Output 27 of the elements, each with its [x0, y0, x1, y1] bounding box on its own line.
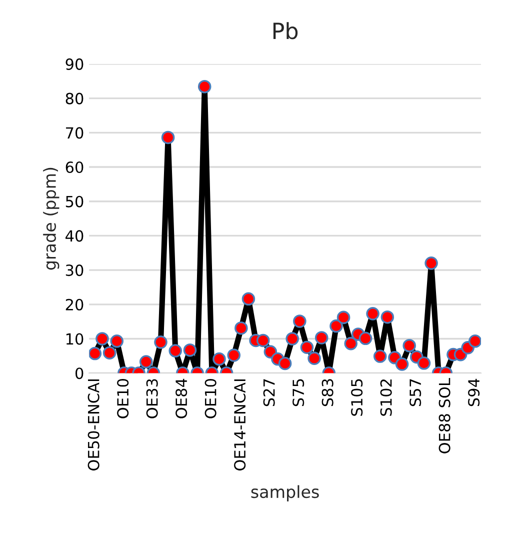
x-tick-label: S57: [410, 379, 422, 406]
x-tick-label: S27: [263, 379, 275, 406]
x-tick-label: S83: [322, 379, 334, 406]
x-tick-label: S75: [292, 379, 304, 406]
y-axis-title: grade (ppm): [43, 168, 60, 270]
x-axis-title: samples: [251, 485, 319, 502]
x-tick-label: OE50-ENCAI: [88, 379, 100, 470]
y-tick-label: 90: [66, 58, 84, 70]
x-tick-label: S105: [351, 379, 363, 416]
y-tick-label: 40: [66, 230, 84, 242]
x-tick-label: OE10: [117, 378, 129, 418]
y-tick-label: 10: [66, 333, 84, 345]
x-tick-label: S102: [380, 379, 392, 416]
y-tick-label: 20: [66, 298, 84, 310]
x-tick-label: OE84: [176, 378, 188, 418]
chart-title: Pb: [273, 22, 298, 40]
y-tick-label: 0: [76, 368, 84, 380]
y-tick-label: 80: [66, 92, 84, 104]
y-tick-label: 30: [66, 264, 84, 276]
x-tick-label: OE88 SOL: [438, 378, 450, 454]
y-tick-label: 70: [66, 127, 84, 139]
x-tick-label: S94: [468, 378, 480, 406]
y-tick-label: 50: [66, 196, 84, 208]
x-tick-label: OE14-ENCAI: [234, 379, 246, 470]
x-tick-label: OE33: [146, 379, 158, 418]
x-tick-label: OE10: [204, 378, 216, 418]
y-tick-label: 60: [66, 161, 84, 174]
